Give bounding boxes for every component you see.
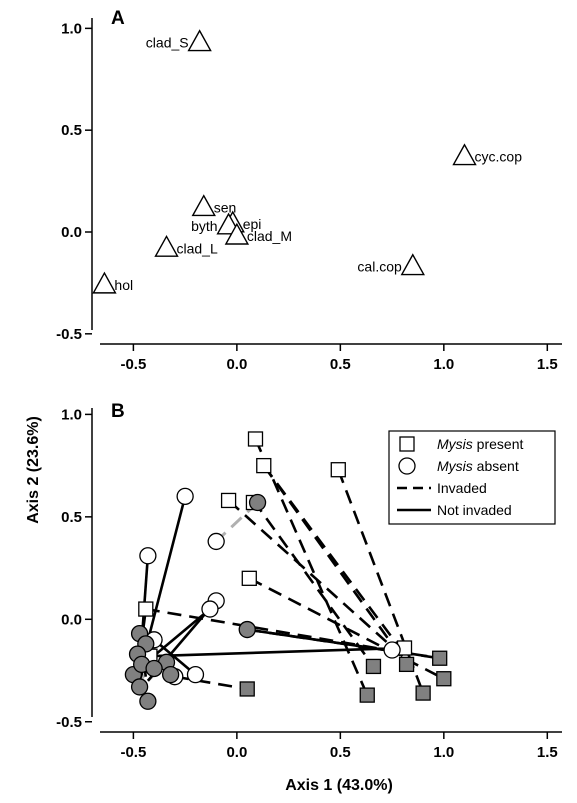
- lake-circle-point: [139, 547, 157, 565]
- lake-circle-point: [161, 665, 180, 684]
- lake-circle-point: [139, 692, 157, 710]
- species-point: [154, 234, 179, 257]
- panel-b: -0.5 0.0 0.5 1.0 1.5 -0.5 0.0 0.5 1.0: [56, 406, 562, 761]
- invaded-line: [252, 499, 375, 668]
- legend-box: [388, 430, 556, 525]
- species-label: cal.cop: [357, 259, 402, 275]
- x-tick-label: 1.0: [433, 356, 454, 373]
- x-tick-label: 0.0: [226, 744, 247, 761]
- invaded-line: [174, 675, 248, 691]
- lake-circle-point: [145, 659, 163, 678]
- lake-circle-point: [186, 665, 205, 684]
- lake-circle-point: [201, 600, 219, 618]
- invaded-line: [254, 438, 369, 696]
- species-point: [92, 271, 117, 294]
- legend: Mysis present Mysis absent Invaded Not inva…: [388, 430, 556, 525]
- legend-square-symbol: [399, 436, 415, 452]
- lake-square-point: [415, 685, 431, 701]
- not-invaded-line: [149, 646, 405, 658]
- invaded-line: [337, 469, 425, 694]
- lake-circle-point: [383, 641, 401, 659]
- legend-circle-symbol: [398, 457, 416, 475]
- y-axis-title: Axis 2 (23.6%): [25, 416, 42, 524]
- species-point: [191, 194, 216, 217]
- species-point: [452, 143, 477, 166]
- not-invaded-line: [153, 638, 197, 676]
- y-tick-label: -0.5: [56, 714, 82, 731]
- x-tick-label: 1.0: [433, 744, 454, 761]
- species-label: clad_M: [247, 228, 292, 244]
- legend-label: Invaded: [437, 480, 487, 496]
- lake-circle-point: [130, 678, 149, 696]
- x-tick-label: 0.5: [330, 744, 351, 761]
- species-label: epi: [243, 216, 262, 232]
- species-label: clad_L: [177, 240, 218, 256]
- lake-square-point: [220, 492, 237, 509]
- lake-square-point: [239, 681, 255, 697]
- lake-circle-point: [176, 487, 194, 506]
- species-point: [187, 29, 212, 52]
- invaded-line: [262, 464, 406, 655]
- legend-label: Not invaded: [437, 502, 512, 518]
- species-label: hol: [114, 277, 133, 293]
- x-tick-label: 0.0: [226, 356, 247, 373]
- lake-circle-point: [238, 620, 256, 639]
- panel-a: -0.5 0.0 0.5 1.0 1.5 -0.5 0.0 0.5 1.0 clad_S cyc.c…: [56, 18, 562, 373]
- legend-label: Mysis present: [437, 436, 523, 452]
- lake-square-point: [432, 650, 448, 666]
- y-tick-label: 1.0: [61, 406, 82, 423]
- y-tick-label: 1.0: [61, 20, 82, 37]
- legend-label: Mysis absent: [437, 458, 519, 474]
- invaded-line: [262, 464, 408, 666]
- species-point: [400, 253, 425, 276]
- x-tick-label: 1.5: [537, 744, 558, 761]
- species-label: cyc.cop: [475, 149, 523, 165]
- x-tick-label: -0.5: [120, 356, 146, 373]
- x-tick-label: -0.5: [120, 744, 146, 761]
- y-tick-label: -0.5: [56, 326, 82, 343]
- lake-square-point: [365, 658, 382, 675]
- x-axis-title: Axis 1 (43.0%): [285, 777, 393, 794]
- y-tick-label: 0.5: [61, 509, 82, 526]
- panel-b-letter: B: [111, 401, 125, 422]
- y-tick-label: 0.5: [61, 122, 82, 139]
- lake-square-point: [330, 462, 346, 478]
- lake-square-point: [138, 601, 154, 617]
- x-tick-label: 0.5: [330, 356, 351, 373]
- species-label: byth: [191, 218, 217, 234]
- panel-a-letter: A: [111, 8, 125, 29]
- y-tick-label: 0.0: [61, 611, 82, 628]
- lake-square-point: [256, 457, 272, 474]
- species-point: [224, 222, 250, 245]
- species-label: clad_S: [146, 35, 189, 51]
- species-label: sen: [214, 200, 237, 216]
- lake-circle-point: [248, 493, 267, 512]
- invaded-line: [227, 499, 404, 658]
- lake-square-point: [247, 431, 264, 447]
- lake-square-point: [359, 687, 375, 703]
- lake-square-point: [241, 570, 257, 586]
- lake-circle-point: [207, 532, 225, 551]
- y-tick-label: 0.0: [61, 224, 82, 241]
- lake-square-point: [436, 671, 452, 687]
- lake-square-point: [398, 656, 415, 673]
- x-tick-label: 1.5: [537, 356, 558, 373]
